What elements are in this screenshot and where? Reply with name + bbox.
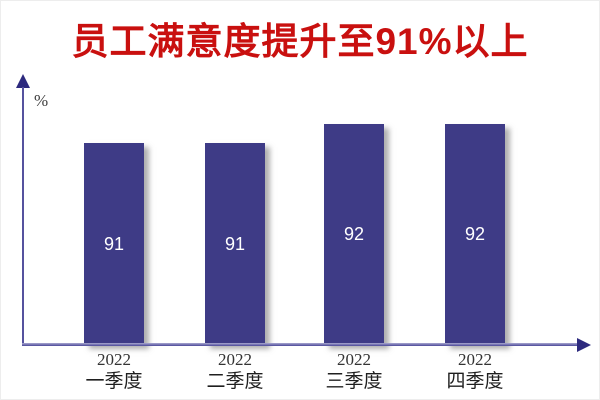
bar-value-label: 92 [464,224,486,244]
chart-title: 员工满意度提升至91%以上 [71,21,529,62]
y-axis-line [22,87,24,345]
bar-2022-q3: 92 [324,124,384,345]
bar-value-label: 92 [343,224,365,244]
tick-quarter: 三季度 [325,370,383,392]
x-tick-label-q3: 2022 三季度 [294,350,414,393]
tick-year: 2022 [97,350,131,369]
tick-quarter: 一季度 [85,370,143,392]
tick-year: 2022 [458,350,492,369]
x-tick-label-q1: 2022 一季度 [54,350,174,393]
bar-value-label: 91 [224,233,246,254]
y-axis-arrow-icon [16,74,30,88]
tick-year: 2022 [337,350,371,369]
tick-quarter: 二季度 [206,370,264,392]
bar-value-label: 91 [103,233,125,254]
bar-2022-q4: 92 [445,124,505,345]
x-axis-line [22,343,579,346]
tick-year: 2022 [218,350,252,369]
y-axis-unit-label: % [34,91,49,110]
bar-2022-q2: 91 [205,143,265,345]
x-tick-label-q2: 2022 二季度 [175,350,295,393]
tick-quarter: 四季度 [446,370,504,392]
bar-2022-q1: 91 [84,143,144,345]
x-tick-label-q4: 2022 四季度 [415,350,535,393]
x-axis-arrow-icon [577,338,591,352]
